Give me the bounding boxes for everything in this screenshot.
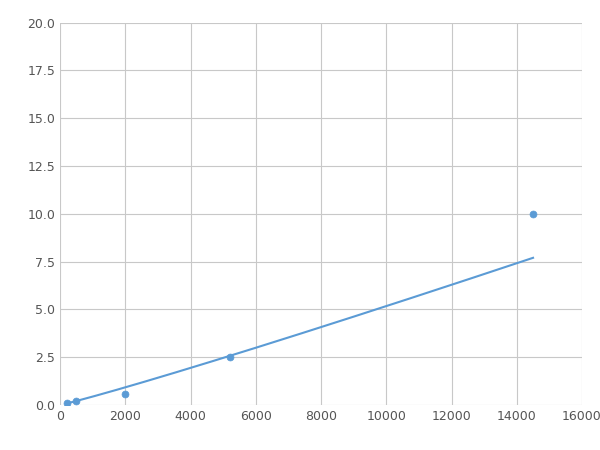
Point [71,398,81,405]
Point [62,400,71,407]
Point [121,390,130,397]
Point [528,210,538,217]
Point [225,354,235,361]
